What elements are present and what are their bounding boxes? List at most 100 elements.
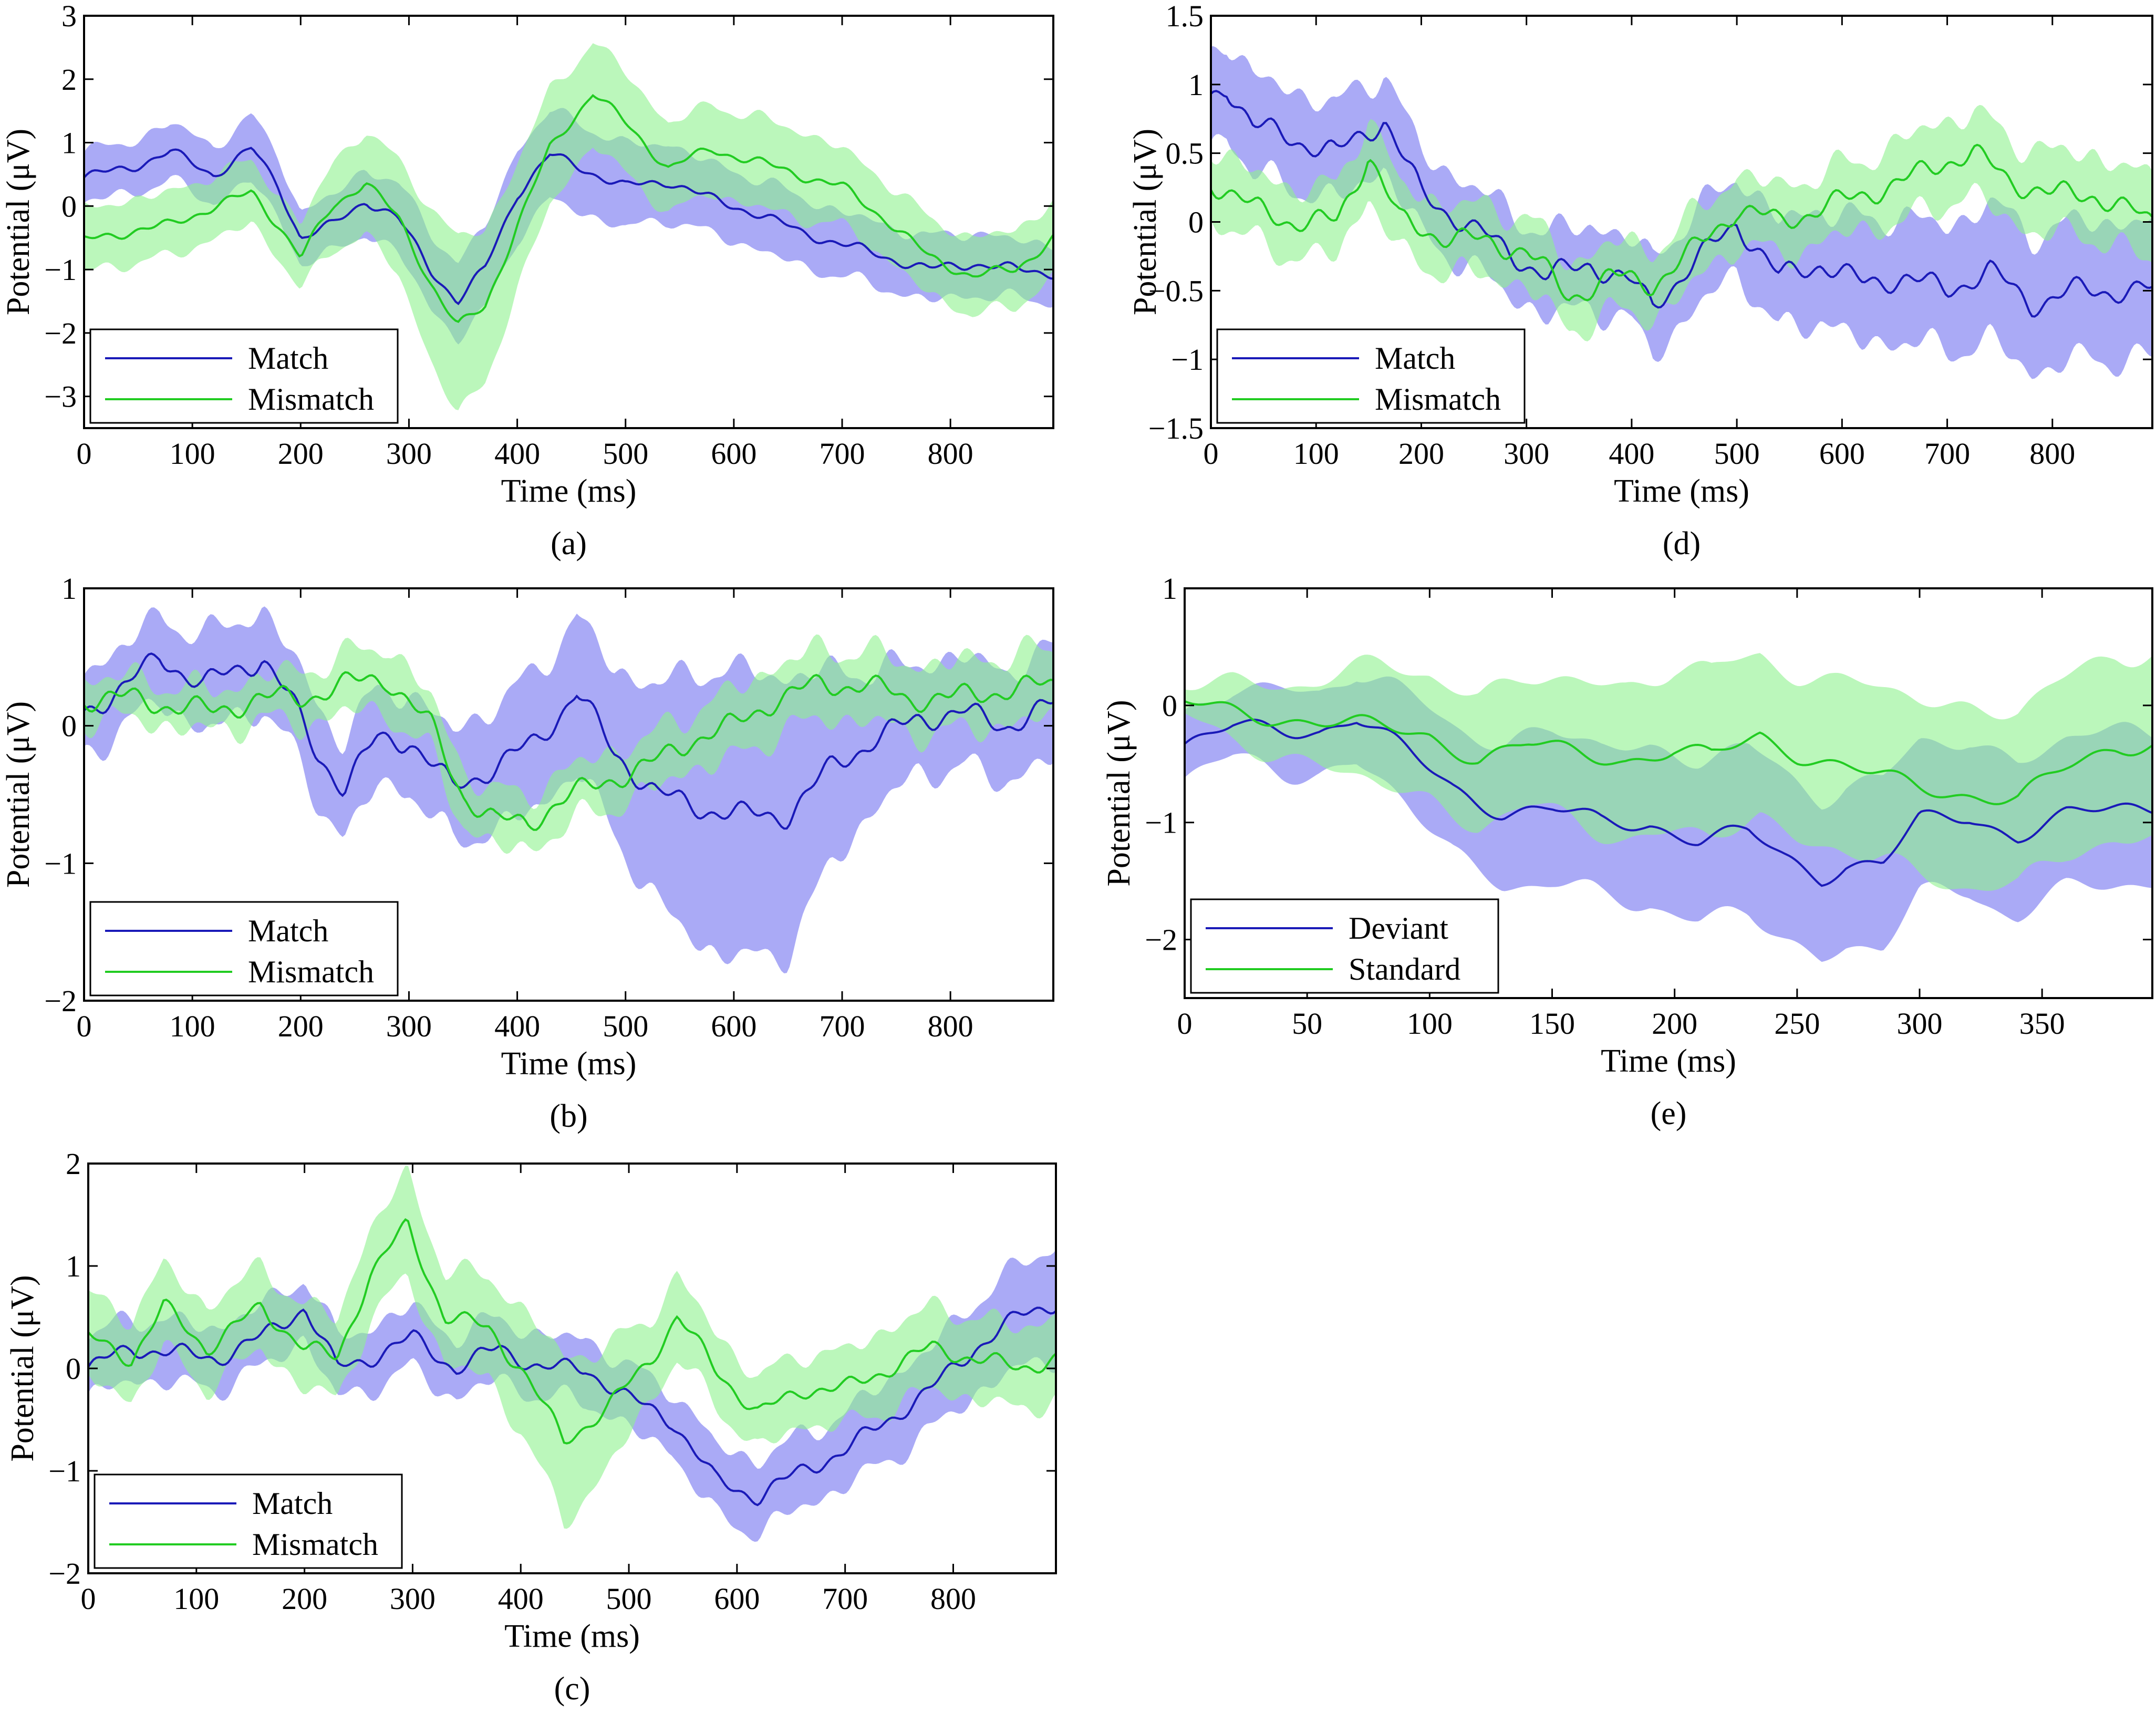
plot-area: [84, 606, 1053, 973]
line-mismatch: [1211, 143, 2152, 302]
line-mismatch: [88, 1218, 1056, 1445]
band-standard: [1185, 653, 2152, 891]
y-tick-label: 0: [61, 189, 77, 223]
legend: Match Mismatch: [1216, 328, 1526, 424]
plot-area: [84, 43, 1053, 410]
x-tick-label: 0: [77, 437, 92, 471]
y-axis-label: Potential (μV): [1101, 700, 1137, 886]
legend-entry: Deviant: [1349, 911, 1448, 946]
x-tick-label: 0: [77, 1009, 92, 1043]
legend-entry: Match: [1375, 341, 1455, 376]
x-tick-label: 350: [2019, 1006, 2065, 1041]
x-tick-label: 700: [820, 437, 865, 471]
x-tick-label: 100: [1407, 1006, 1453, 1041]
x-tick-label: 500: [603, 1009, 648, 1043]
y-tick-label: −3: [44, 380, 77, 414]
legend: Match Mismatch: [94, 1473, 403, 1569]
x-tick-label: 100: [1293, 437, 1339, 471]
line-match: [88, 1306, 1056, 1507]
x-tick-label: 50: [1292, 1006, 1322, 1041]
x-tick-label: 200: [1652, 1006, 1697, 1041]
y-axis-label: Potential (μV): [1, 129, 36, 315]
x-tick-label: 250: [1774, 1006, 1820, 1041]
legend-entry: Match: [248, 341, 328, 376]
y-tick-label: 1: [1162, 572, 1177, 606]
y-axis-label: Potential (μV): [5, 1275, 40, 1461]
legend-entry: Match: [252, 1486, 333, 1521]
x-tick-label: 200: [1398, 437, 1444, 471]
x-tick-label: 100: [173, 1582, 219, 1616]
panel-a: 0 100 200 300 400 500 600 700 800 −3 −2 −1 0 1 2 3 Time …: [1, 0, 1054, 562]
legend-entry: Match: [248, 913, 328, 948]
x-tick-label: 800: [930, 1582, 976, 1616]
x-tick-label: 700: [1924, 437, 1970, 471]
y-tick-label: 0: [1162, 689, 1177, 723]
x-tick-label: 600: [711, 437, 756, 471]
y-tick-label: −1: [1171, 342, 1204, 377]
x-tick-label: 300: [390, 1582, 436, 1616]
line-match: [1211, 90, 2152, 318]
x-tick-label: 200: [278, 437, 324, 471]
y-axis-label: Potential (μV): [1, 701, 36, 888]
legend: Deviant Standard: [1190, 898, 1499, 994]
y-tick-label: −1.5: [1148, 411, 1204, 445]
line-deviant: [1185, 719, 2152, 887]
y-tick-label: −2: [48, 1556, 81, 1591]
y-tick-label: −2: [44, 984, 77, 1018]
y-tick-label: 1.5: [1166, 0, 1204, 33]
x-tick-label: 600: [1819, 437, 1865, 471]
x-axis-label: Time (ms): [501, 473, 637, 509]
x-tick-label: 400: [494, 437, 540, 471]
legend-box: [1190, 898, 1499, 994]
legend-entry: Mismatch: [1375, 382, 1501, 417]
panel-label: (a): [551, 526, 587, 562]
x-tick-label: 800: [928, 1009, 973, 1043]
line-match: [84, 147, 1053, 305]
x-tick-label: 300: [1896, 1006, 1942, 1041]
legend-entry: Mismatch: [248, 954, 374, 989]
y-tick-label: 0: [61, 709, 77, 743]
band-match: [1211, 46, 2152, 379]
x-tick-label: 150: [1529, 1006, 1575, 1041]
x-tick-label: 800: [928, 437, 973, 471]
y-tick-label: 2: [61, 63, 77, 97]
y-tick-label: 1: [61, 572, 77, 606]
legend-entry: Standard: [1349, 952, 1460, 987]
x-tick-label: 0: [81, 1582, 96, 1616]
y-tick-label: 1: [61, 126, 77, 160]
x-axis-label: Time (ms): [1614, 473, 1749, 509]
legend: Match Mismatch: [89, 328, 399, 424]
band-mismatch: [88, 1165, 1056, 1529]
x-tick-label: 100: [170, 437, 215, 471]
x-tick-label: 200: [278, 1009, 324, 1043]
line-standard: [1185, 700, 2152, 805]
legend-box: [1216, 328, 1526, 424]
x-tick-label: 200: [282, 1582, 327, 1616]
y-tick-label: 0: [66, 1352, 81, 1386]
line-mismatch: [84, 94, 1053, 323]
y-tick-label: −2: [1145, 923, 1177, 957]
legend-box: [89, 901, 399, 996]
panel-b: 0 100 200 300 400 500 600 700 800 −2 −1 0 1 Time (ms)…: [1, 572, 1054, 1134]
y-tick-label: 3: [61, 0, 77, 33]
y-tick-label: −1: [48, 1454, 81, 1488]
x-tick-label: 400: [1609, 437, 1654, 471]
plot-area: [1211, 46, 2152, 379]
panel-e: 0 50 100 150 200 250 300 350 −2 −1 0 1 Time (ms) Pote…: [1101, 572, 2153, 1131]
y-tick-label: −1: [1145, 806, 1177, 840]
x-axis-label: Time (ms): [504, 1618, 640, 1654]
y-tick-label: −0.5: [1148, 274, 1204, 308]
x-tick-label: 600: [714, 1582, 760, 1616]
y-tick-label: 2: [66, 1147, 81, 1181]
x-tick-label: 300: [386, 437, 432, 471]
line-mismatch: [84, 671, 1053, 831]
panel-label: (b): [550, 1098, 587, 1134]
x-tick-label: 600: [711, 1009, 756, 1043]
y-tick-label: 1: [66, 1249, 81, 1283]
x-tick-label: 500: [1714, 437, 1760, 471]
y-tick-label: −1: [44, 846, 77, 880]
plot-area: [1185, 653, 2152, 962]
x-tick-label: 400: [498, 1582, 544, 1616]
y-tick-label: 0: [1188, 205, 1204, 240]
